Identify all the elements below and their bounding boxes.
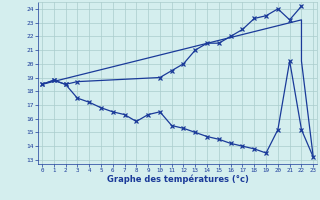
X-axis label: Graphe des températures (°c): Graphe des températures (°c) bbox=[107, 175, 249, 184]
